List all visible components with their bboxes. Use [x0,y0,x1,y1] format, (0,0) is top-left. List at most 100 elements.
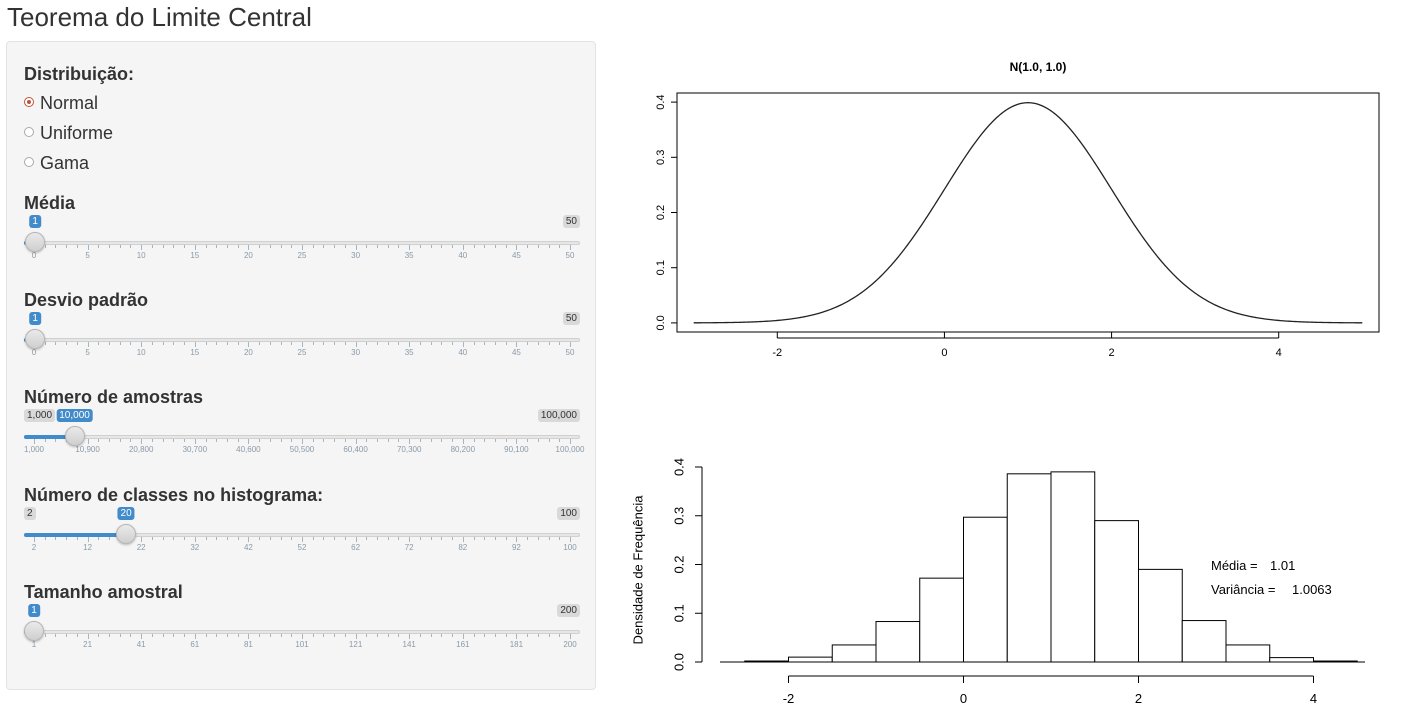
slider-minor-tick [484,245,486,248]
slider-minor-tick [269,342,271,345]
slider-tick-label: 40 [458,348,468,357]
plot-title: N(1.0, 1.0) [1010,60,1067,74]
slider-amostras[interactable]: 1,000 10,900 20,800 30,700 40,600 50,500 60,40… [24,409,584,477]
slider-minor-tick [537,537,539,540]
slider-minor-tick [527,342,529,345]
slider-minor-tick [419,245,421,248]
slider-tick [141,342,143,347]
slider-minor-tick [44,439,46,442]
slider-tick [34,439,35,444]
slider-minor-tick [237,439,239,442]
histogram-bar [788,656,833,663]
slider-handle[interactable] [25,232,46,252]
radio-uniforme[interactable]: Uniforme [24,123,113,144]
slider-tick [194,634,196,639]
slider-minor-tick [387,537,389,540]
slider-handle[interactable] [24,621,44,641]
controls-panel: Distribuição: Normal Uniforme Gama Média… [6,41,596,690]
radio-normal[interactable]: Normal [24,93,98,114]
slider-tick-label: 45 [511,251,521,260]
x-tick-label: 2 [1135,691,1142,706]
slider-minor-tick [419,439,421,442]
slider-tick [87,537,89,542]
slider-minor-tick [237,634,239,637]
radio-gama[interactable]: Gama [24,153,89,174]
slider-minor-tick [527,537,529,540]
slider-minor-tick [323,342,325,345]
slider-minor-tick [537,245,539,248]
slider-minor-tick [237,342,239,345]
slider-minor-tick [494,439,496,442]
slider-minor-tick [151,537,153,540]
slider-minor-tick [66,634,68,637]
radio-button-icon[interactable] [24,156,34,167]
slider-min-badge: 2 [24,507,36,520]
slider-minor-tick [559,342,561,345]
slider-minor-tick [237,245,239,248]
slider-handle[interactable] [116,524,137,544]
slider-tick-label: 35 [404,348,414,357]
slider-minor-tick [441,342,443,345]
slider-minor-tick [452,537,454,540]
slider-minor-tick [205,439,207,442]
slider-tamanho[interactable]: 1 21 41 61 81 101 121 141 161 181 200 200 1 [24,604,580,672]
radio-button-icon[interactable] [24,126,34,137]
slider-tick-label: 10,900 [75,445,100,454]
slider-minor-tick [280,439,282,442]
slider-label-desvio: Desvio padrão [24,290,149,310]
y-tick-label: 0.2 [655,205,667,220]
slider-minor-tick [387,439,389,442]
slider-tick-label: 81 [243,640,253,649]
slider-tick [570,634,571,639]
slider-minor-tick [130,342,132,345]
slider-minor-tick [162,245,164,248]
slider-tick-label: 30 [351,348,361,357]
slider-minor-tick [184,634,186,637]
slider-tick [87,342,89,347]
slider-minor-tick [280,634,282,637]
y-tick-label: 0.3 [671,507,686,525]
slider-media[interactable]: 0 5 10 15 20 25 30 35 40 45 50 50 1 [24,215,580,283]
slider-desvio[interactable]: 0 5 10 15 20 25 30 35 40 45 50 50 1 [24,312,580,380]
slider-minor-tick [494,537,496,540]
radio-label: Gama [40,153,90,173]
slider-tick [248,342,250,347]
slider-minor-tick [366,634,368,637]
slider-minor-tick [430,634,432,637]
slider-handle[interactable] [64,426,85,446]
slider-fill [24,533,127,537]
slider-max-badge: 200 [557,604,580,617]
slider-handle[interactable] [25,329,46,349]
slider-minor-tick [548,342,550,345]
slider-minor-tick [334,537,336,540]
slider-minor-tick [119,245,121,248]
slider-minor-tick [527,439,529,442]
slider-minor-tick [119,634,121,637]
slider-tick [194,439,196,444]
slider-minor-tick [44,342,46,345]
radio-button-icon[interactable] [24,96,34,107]
slider-max-badge: 50 [562,215,580,228]
slider-minor-tick [216,439,218,442]
slider-tick [248,439,250,444]
slider-max-badge: 100 [557,507,580,520]
slider-tick [570,537,571,542]
slider-tick-label: 50 [565,251,575,260]
slider-tick-label: 5 [85,251,90,260]
slider-minor-tick [441,245,443,248]
slider-minor-tick [55,245,57,248]
slider-tick [302,245,303,250]
slider-tick [409,634,411,639]
slider-tick [516,634,518,639]
slider-minor-tick [441,439,443,442]
slider-tick [516,245,518,250]
slider-minor-tick [419,342,421,345]
slider-minor-tick [323,634,325,637]
slider-tick-label: 141 [402,640,416,649]
slider-minor-tick [269,245,271,248]
slider-minor-tick [269,634,271,637]
slider-classes[interactable]: 2 12 22 32 42 52 62 72 82 92 100 2 100 20 [24,507,580,575]
slider-tick-label: 50,500 [289,445,315,454]
slider-minor-tick [205,342,207,345]
slider-tick-label: 92 [511,543,521,552]
